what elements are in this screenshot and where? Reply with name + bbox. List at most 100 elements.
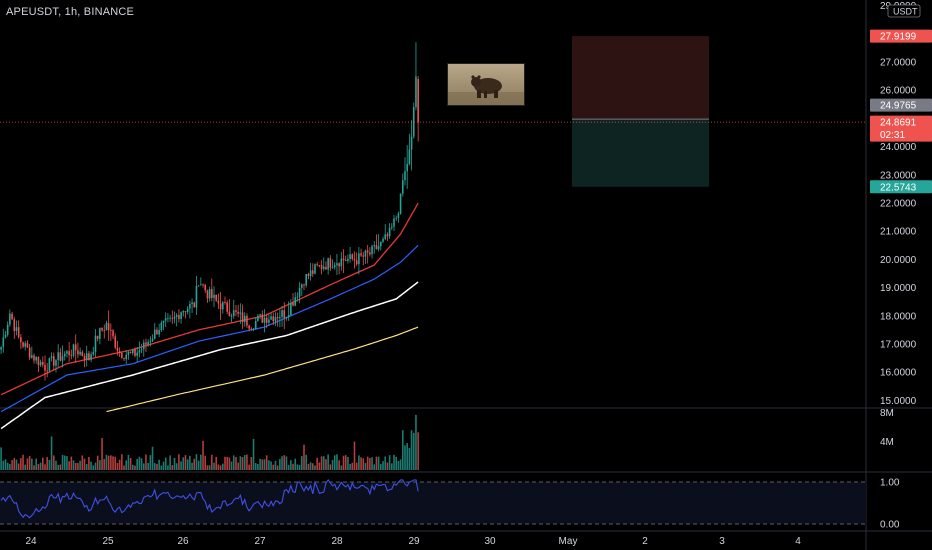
candle-body <box>296 296 299 298</box>
stop-price-label-box <box>870 29 932 43</box>
volume-bar <box>46 457 48 470</box>
volume-bar <box>136 458 138 470</box>
volume-bar <box>22 454 24 470</box>
candle-body <box>39 362 42 366</box>
candle-body <box>151 338 154 342</box>
candle-body <box>285 317 288 319</box>
stop-price-label: 27.9199 <box>880 32 917 43</box>
candle-body <box>230 315 233 317</box>
candle-body <box>351 254 354 260</box>
volume-bar <box>241 457 244 470</box>
volume-bar <box>322 456 325 470</box>
candle-body <box>193 302 196 308</box>
volume-bar <box>175 463 178 470</box>
price-tick-label: 23.0000 <box>880 170 917 181</box>
volume-bar <box>336 454 338 470</box>
candle-body <box>281 310 283 317</box>
volume-bar <box>184 455 187 470</box>
time-tick-label: May <box>559 536 578 547</box>
volume-bar <box>237 462 239 470</box>
volume-bar <box>112 456 114 470</box>
volume-bar <box>351 462 354 470</box>
volume-bar <box>309 462 312 470</box>
target-price-label: 22.5743 <box>880 182 917 193</box>
volume-bar <box>270 461 272 470</box>
time-tick-label: 30 <box>484 536 496 547</box>
candle-body <box>132 349 134 353</box>
volume-bar <box>101 438 103 470</box>
volume-bar <box>202 440 204 470</box>
candle-body <box>83 355 86 360</box>
candle-body <box>274 317 277 322</box>
volume-bar <box>259 458 261 470</box>
volume-bar <box>39 462 42 470</box>
candle-body <box>254 320 257 329</box>
volume-bar <box>66 456 68 470</box>
volume-bar <box>167 465 169 470</box>
candle-body <box>401 180 404 194</box>
volume-bar <box>0 447 2 470</box>
volume-bar <box>85 464 88 470</box>
volume-bar <box>211 454 213 470</box>
volume-bar <box>375 456 378 470</box>
candle-body <box>184 311 187 312</box>
candle-body <box>156 329 158 335</box>
volume-bar <box>24 464 27 470</box>
volume-bar <box>276 465 279 470</box>
volume-bar <box>261 459 264 470</box>
candle-body <box>123 358 125 360</box>
candle-body <box>4 334 7 338</box>
candle-body <box>116 347 119 352</box>
volume-bar <box>191 462 193 470</box>
volume-bar <box>362 458 365 470</box>
candle-body <box>9 313 11 325</box>
volume-bar <box>178 454 180 470</box>
candle-body <box>20 337 22 343</box>
volume-bar <box>366 456 369 470</box>
volume-bar <box>344 455 347 470</box>
candle-body <box>338 263 340 267</box>
volume-bar <box>173 457 176 470</box>
volume-bar <box>105 454 108 470</box>
candle-body <box>250 328 253 330</box>
candle-body <box>101 327 103 331</box>
candle-body <box>391 226 393 228</box>
volume-bar <box>406 443 408 470</box>
candle-body <box>355 260 358 265</box>
volume-bar <box>37 464 40 470</box>
time-tick-label: 27 <box>254 536 266 547</box>
volume-bar <box>377 456 380 470</box>
candle-body <box>118 351 121 354</box>
candle-body <box>195 286 198 308</box>
candle-body <box>61 356 64 361</box>
volume-bar <box>318 462 321 470</box>
volume-bar <box>180 461 182 470</box>
candle-body <box>17 327 20 338</box>
volume-bar <box>44 464 46 470</box>
ema-yellow-line <box>106 326 419 413</box>
volume-bar <box>248 464 250 470</box>
volume-bar <box>35 458 38 470</box>
volume-bar <box>257 463 259 470</box>
price-tick-label: 16.0000 <box>880 368 917 379</box>
price-tick-label: 20.0000 <box>880 255 917 266</box>
candle-body <box>322 266 325 269</box>
volume-bar <box>239 456 242 470</box>
candle-body <box>309 270 312 276</box>
volume-bar <box>380 464 382 470</box>
candle-body <box>158 329 160 335</box>
volume-bar <box>279 458 281 470</box>
candle-body <box>114 336 117 348</box>
candle-body <box>182 311 185 313</box>
candle-body <box>31 355 33 358</box>
candle-body <box>243 315 246 323</box>
candle-body <box>219 303 222 310</box>
volume-bar <box>52 455 55 470</box>
candle-body <box>340 258 343 267</box>
volume-bar <box>224 456 226 470</box>
volume-bar <box>314 465 316 470</box>
candle-body <box>248 325 250 329</box>
volume-bar <box>410 430 413 470</box>
candle-body <box>134 349 136 356</box>
candle-body <box>395 217 397 219</box>
